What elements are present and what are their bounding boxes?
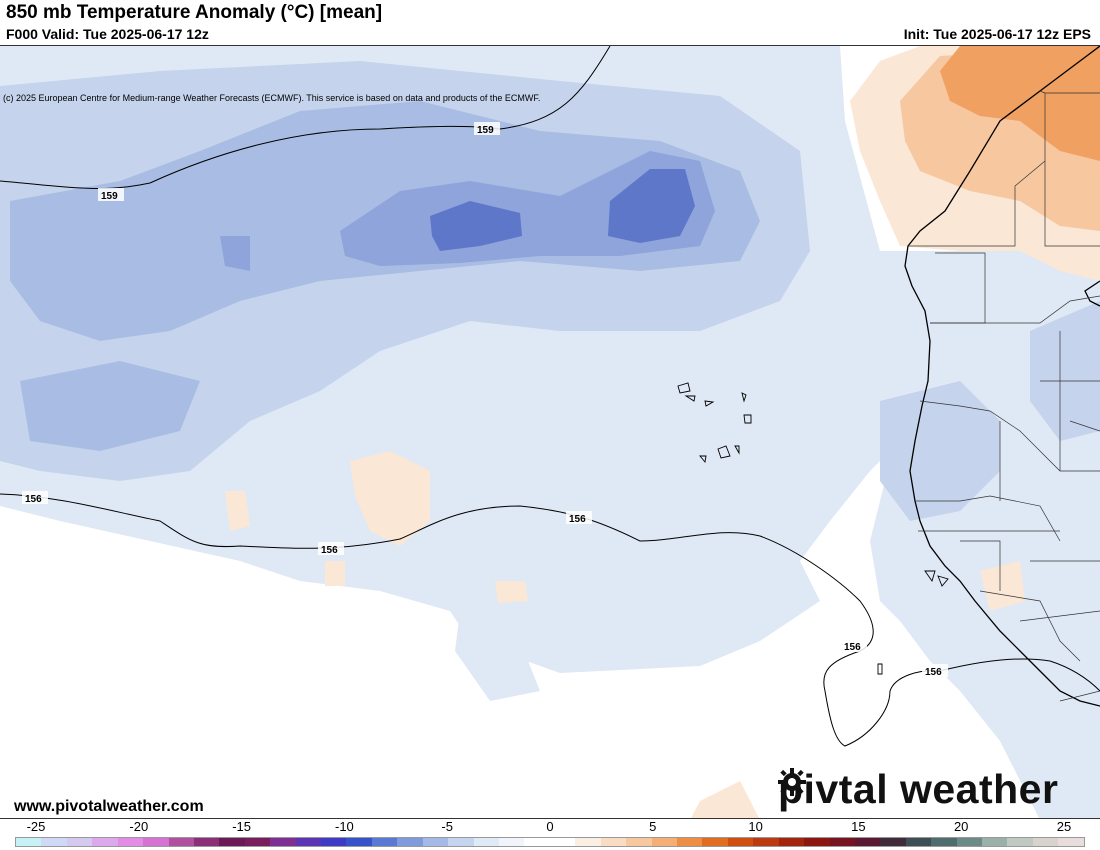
colorbar-tick-label: -25 — [26, 819, 46, 834]
colorbar-swatch — [66, 838, 93, 846]
colorbar-swatch — [219, 838, 245, 846]
colorbar-swatch — [727, 838, 754, 846]
colorbar-swatch — [829, 838, 855, 846]
map-title: 850 mb Temperature Anomaly (°C) [mean] — [6, 2, 383, 23]
colorbar-swatch — [854, 838, 881, 846]
colorbar-swatch — [702, 838, 728, 846]
coastline-africa — [904, 46, 1100, 707]
brand-text-end: tal weather — [838, 766, 1059, 812]
map-canvas: 159 159 156 156 156 156 156 — [0, 46, 1100, 818]
colorbar-swatch — [905, 838, 932, 846]
colorbar-tick-label: -5 — [441, 819, 453, 834]
contour-label: 156 — [569, 514, 586, 525]
map-panel[interactable]: (c) 2025 European Centre for Medium-rang… — [0, 45, 1100, 819]
colorbar-tick-label: 10 — [748, 819, 763, 834]
colorbar-swatch — [931, 838, 957, 846]
colorbar-swatch — [549, 838, 576, 846]
contour-label: 156 — [925, 667, 942, 678]
colorbar-swatch — [117, 838, 144, 846]
colorbar-swatch — [473, 838, 500, 846]
valid-time: F000 Valid: Tue 2025-06-17 12z — [6, 26, 209, 42]
anomaly-shading-darkest-blue — [430, 169, 695, 251]
colorbar-swatch — [524, 838, 550, 846]
colorbar-swatch — [778, 838, 805, 846]
colorbar-tick-label: -15 — [232, 819, 251, 834]
contour-labels: 159 159 156 156 156 156 156 — [22, 122, 948, 678]
colorbar-tick-label: 0 — [546, 819, 554, 834]
colorbar-tick-label: 25 — [1056, 819, 1072, 834]
colorbar-tick-label: 15 — [851, 819, 866, 834]
islands — [677, 382, 949, 675]
site-url[interactable]: www.pivotalweather.com — [14, 798, 204, 815]
colorbar-tick-label: -20 — [129, 819, 149, 834]
colorbar-swatch — [397, 838, 423, 846]
contour-label: 156 — [321, 545, 338, 556]
colorbar-swatch — [371, 838, 398, 846]
colorbar-swatch — [422, 838, 449, 846]
colorbar-swatch — [295, 838, 322, 846]
colorbar-swatch — [346, 838, 372, 846]
colorbar-swatch — [16, 838, 42, 846]
colorbar-swatch — [651, 838, 677, 846]
colorbar-swatch — [804, 838, 830, 846]
colorbar-swatch — [956, 838, 983, 846]
colorbar-swatch — [880, 838, 906, 846]
colorbar-swatch — [321, 838, 347, 846]
country-borders — [908, 90, 1100, 702]
colorbar-tick-label: 20 — [953, 819, 969, 834]
brand-logo: piv tal weather — [778, 766, 1058, 813]
contour-label: 156 — [844, 642, 861, 653]
colorbar-swatch — [92, 838, 118, 846]
colorbar-tick-label: -10 — [334, 819, 354, 834]
colorbar-ticks: -25 -20 -15 -10 -5 0 5 10 15 20 25 — [0, 819, 1100, 835]
anomaly-shading-dark-orange — [940, 46, 1100, 161]
colorbar-swatch — [626, 838, 652, 846]
colorbar-swatch — [1058, 838, 1084, 846]
contour-label: 159 — [477, 125, 494, 136]
colorbar-swatch — [676, 838, 703, 846]
colorbar-swatch — [753, 838, 779, 846]
colorbar-swatch — [41, 838, 67, 846]
colorbar-swatch — [448, 838, 474, 846]
colorbar-swatch — [168, 838, 194, 846]
colorbar-tick-label: 5 — [649, 819, 657, 834]
colorbar-swatch — [575, 838, 601, 846]
colorbar-swatch — [499, 838, 525, 846]
colorbar-swatch — [1007, 838, 1033, 846]
init-time: Init: Tue 2025-06-17 12z EPS — [903, 26, 1091, 42]
ecmwf-credit: (c) 2025 European Centre for Medium-rang… — [3, 93, 541, 103]
contour-label: 159 — [101, 191, 118, 202]
colorbar-swatch — [143, 838, 169, 846]
contour-label: 156 — [25, 494, 42, 505]
colorbar-swatch — [600, 838, 627, 846]
colorbar-swatch — [270, 838, 296, 846]
colorbar-swatch — [244, 838, 271, 846]
colorbar-swatch — [982, 838, 1008, 846]
colorbar-swatch — [1032, 838, 1059, 846]
colorbar-swatch — [193, 838, 220, 846]
colorbar — [15, 837, 1085, 847]
